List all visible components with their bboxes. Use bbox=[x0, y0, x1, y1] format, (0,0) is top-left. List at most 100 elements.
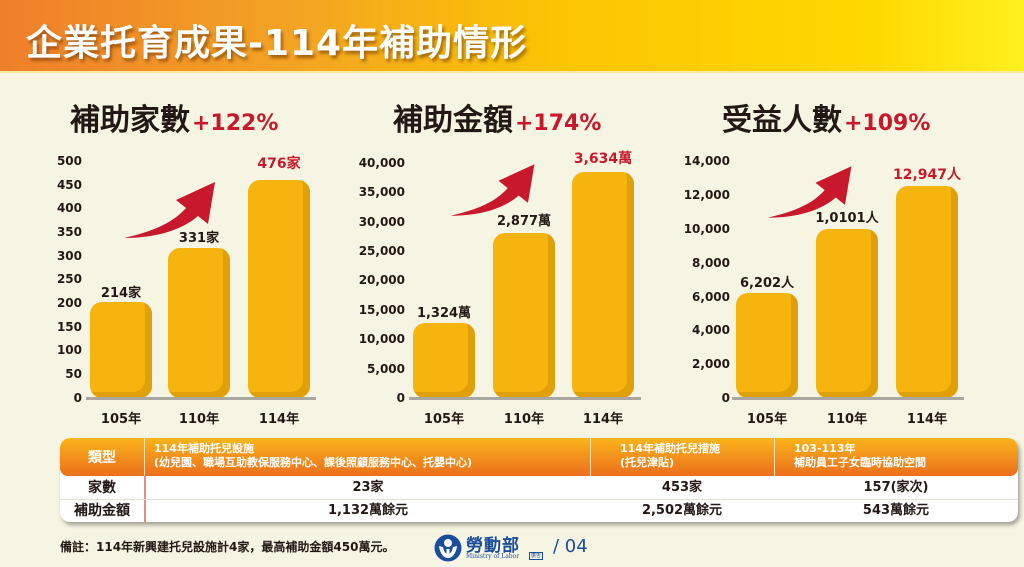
y-axis: 500 450 400 350 300 250 200 150 100 50 0 bbox=[40, 80, 82, 430]
x-axis-line bbox=[86, 397, 316, 400]
ad-tag: 廣告 bbox=[529, 552, 544, 560]
logo-text-chinese: 勞動部 bbox=[466, 536, 520, 556]
header-line-2: (托兒津貼) bbox=[620, 456, 675, 469]
row-label: 補助金額 bbox=[74, 503, 130, 519]
trend-arrow-icon bbox=[124, 182, 215, 238]
trend-arrow-icon bbox=[767, 166, 852, 218]
header-line-1: 103-113年 bbox=[794, 442, 856, 455]
header-facilities: 114年補助托兒設施 (幼兒園、職場互助教保服務中心、課後照顧服務中心、托嬰中心… bbox=[154, 438, 584, 476]
bar-114 bbox=[572, 172, 634, 398]
table-cell: 543萬餘元 bbox=[862, 503, 930, 518]
x-tick: 114年 bbox=[258, 412, 300, 427]
y-tick: 8,000 bbox=[692, 256, 730, 270]
y-tick: 450 bbox=[56, 178, 82, 192]
y-tick: 2,000 bbox=[692, 357, 730, 371]
bar-value-label: 1,324萬 bbox=[416, 306, 472, 321]
y-tick: 150 bbox=[56, 320, 82, 334]
row-label: 家數 bbox=[88, 480, 116, 496]
table-cell: 1,132萬餘元 bbox=[327, 503, 409, 518]
x-tick: 110年 bbox=[826, 412, 868, 427]
x-tick: 105年 bbox=[423, 412, 465, 427]
y-tick: 5,000 bbox=[367, 362, 405, 376]
y-tick: 12,000 bbox=[683, 188, 730, 202]
growth-percent: +122% bbox=[192, 111, 279, 136]
growth-percent: +109% bbox=[844, 111, 931, 136]
header-banner: 企業托育成果-114年補助情形 bbox=[0, 0, 1024, 73]
y-tick: 0 bbox=[721, 391, 730, 405]
x-tick: 110年 bbox=[503, 412, 545, 427]
bar-110 bbox=[168, 248, 230, 398]
y-tick: 250 bbox=[56, 272, 82, 286]
bar-110 bbox=[493, 233, 555, 398]
table-cell: 453家 bbox=[661, 480, 703, 495]
y-tick: 0 bbox=[396, 391, 405, 405]
table-cell: 23家 bbox=[352, 480, 384, 495]
chart-beneficiaries: 受益人數+109% 14,000 12,000 10,000 8,000 6,0… bbox=[680, 80, 980, 430]
y-tick: 15,000 bbox=[358, 303, 405, 317]
x-tick: 114年 bbox=[582, 412, 624, 427]
growth-percent: +174% bbox=[515, 111, 602, 136]
y-tick: 300 bbox=[56, 249, 82, 263]
header-line-1: 114年補助托兒設施 bbox=[154, 442, 254, 455]
y-tick: 500 bbox=[56, 154, 82, 168]
bar-value-label-highlight: 476家 bbox=[257, 156, 301, 172]
bar-value-label: 214家 bbox=[100, 286, 142, 301]
bar-value-label-highlight: 12,947人 bbox=[892, 167, 962, 183]
summary-table: 類型 114年補助托兒設施 (幼兒園、職場互助教保服務中心、課後照顧服務中心、托… bbox=[60, 438, 1018, 522]
trend-arrow-icon bbox=[450, 164, 535, 216]
y-tick: 50 bbox=[65, 367, 82, 381]
chart-title-text: 補助金額 bbox=[393, 103, 513, 138]
table-row: 補助金額 1,132萬餘元 2,502萬餘元 543萬餘元 bbox=[60, 500, 1018, 522]
y-tick: 400 bbox=[56, 201, 82, 215]
bar-value-label: 2,877萬 bbox=[496, 214, 552, 229]
x-tick: 105年 bbox=[100, 412, 142, 427]
bar-114 bbox=[248, 180, 310, 398]
x-tick: 105年 bbox=[746, 412, 788, 427]
x-axis-line bbox=[409, 397, 641, 400]
chart-title-text: 受益人數 bbox=[722, 103, 842, 138]
header-line-2: (幼兒園、職場互助教保服務中心、課後照顧服務中心、托嬰中心) bbox=[154, 456, 473, 469]
header-type-label: 類型 bbox=[88, 450, 116, 466]
y-tick: 40,000 bbox=[358, 156, 405, 170]
bar-110 bbox=[816, 229, 878, 398]
y-tick: 14,000 bbox=[683, 154, 730, 168]
y-tick: 10,000 bbox=[358, 332, 405, 346]
header-line-2: 補助員工子女臨時協助空間 bbox=[794, 456, 926, 469]
bar-value-label: 1,0101人 bbox=[815, 211, 879, 226]
y-tick: 25,000 bbox=[358, 244, 405, 258]
bar-value-label: 331家 bbox=[178, 231, 220, 246]
x-tick: 110年 bbox=[178, 412, 220, 427]
header-allowance: 114年補助托兒措施 (托兒津貼) bbox=[620, 438, 780, 476]
bar-105 bbox=[736, 293, 798, 398]
bar-114 bbox=[896, 186, 958, 398]
y-tick: 20,000 bbox=[358, 273, 405, 287]
y-tick: 200 bbox=[56, 296, 82, 310]
footnote: 備註：114年新興建托兒設施計4家，最高補助金額450萬元。 bbox=[60, 540, 395, 554]
bar-105 bbox=[413, 323, 475, 398]
table-cell: 157(家次) bbox=[863, 480, 929, 495]
x-axis-line bbox=[732, 397, 964, 400]
header-temp-space: 103-113年 補助員工子女臨時協助空間 bbox=[794, 438, 1014, 476]
header-type: 類型 bbox=[60, 438, 144, 476]
ministry-of-labor-logo-icon bbox=[434, 534, 462, 562]
chart-title: 補助金額+174% bbox=[393, 95, 601, 139]
chart-subsidy-amount: 補助金額+174% 40,000 35,000 30,000 25,000 20… bbox=[355, 80, 655, 430]
header-line-1: 114年補助托兒措施 bbox=[620, 442, 720, 455]
y-tick: 6,000 bbox=[692, 290, 730, 304]
y-tick: 100 bbox=[56, 343, 82, 357]
chart-title: 補助家數+122% bbox=[70, 95, 278, 139]
column-divider bbox=[144, 438, 145, 476]
y-axis: 40,000 35,000 30,000 25,000 20,000 15,00… bbox=[355, 80, 405, 430]
x-tick: 114年 bbox=[906, 412, 948, 427]
y-tick: 35,000 bbox=[358, 185, 405, 199]
column-divider bbox=[590, 438, 591, 476]
y-tick: 0 bbox=[73, 391, 82, 405]
y-tick: 4,000 bbox=[692, 323, 730, 337]
chart-title-text: 補助家數 bbox=[70, 103, 190, 138]
bar-value-label-highlight: 3,634萬 bbox=[573, 151, 633, 167]
y-tick: 350 bbox=[56, 225, 82, 239]
table-row: 家數 23家 453家 157(家次) bbox=[60, 477, 1018, 500]
page-number: / 04 bbox=[553, 536, 588, 557]
bar-105 bbox=[90, 302, 152, 398]
y-tick: 10,000 bbox=[683, 222, 730, 236]
